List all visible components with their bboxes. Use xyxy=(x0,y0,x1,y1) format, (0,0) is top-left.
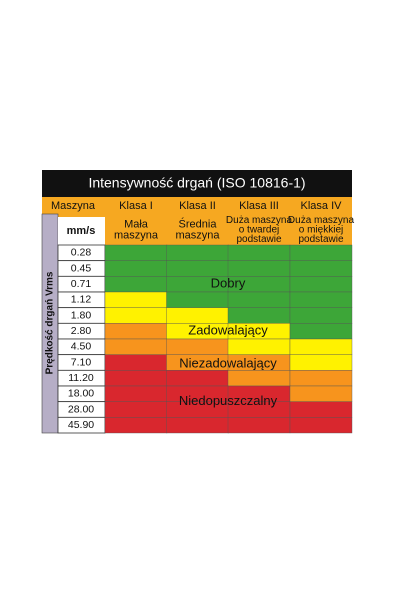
zone-cell xyxy=(166,338,229,355)
zone-cell xyxy=(289,385,353,402)
class-desc: podstawie xyxy=(236,234,281,245)
zone-cell xyxy=(166,291,229,308)
class-name: Klasa IV xyxy=(301,200,343,212)
zone-cell xyxy=(104,291,168,308)
zone-cell xyxy=(227,307,291,324)
row-value: 1.80 xyxy=(71,309,92,321)
zone-cell xyxy=(104,244,168,261)
class-desc: o miękkiej xyxy=(299,225,343,236)
zone-cell xyxy=(289,417,353,434)
zone-label: Zadowalający xyxy=(188,323,268,338)
class-desc: Średnia xyxy=(179,217,218,230)
row-value: 4.50 xyxy=(71,341,92,353)
class-desc: Duża maszyna xyxy=(226,215,293,226)
class-name: Klasa I xyxy=(119,200,153,212)
zone-cell xyxy=(227,260,291,277)
zone-cell xyxy=(227,338,291,355)
zone-cell xyxy=(289,260,353,277)
row-value: 45.90 xyxy=(68,419,94,431)
class-name: Klasa III xyxy=(239,200,279,212)
zone-cell xyxy=(166,260,229,277)
zone-cell xyxy=(104,370,168,387)
class-desc: maszyna xyxy=(175,229,220,241)
side-label: Prędkość drgań Vrms xyxy=(45,271,56,374)
class-desc: podstawie xyxy=(298,234,343,245)
row-value: 1.12 xyxy=(71,294,92,306)
class-desc: Mała xyxy=(124,218,149,230)
zone-cell xyxy=(166,370,229,387)
zone-cell xyxy=(289,291,353,308)
machine-label: Maszyna xyxy=(51,200,96,212)
row-value: 0.71 xyxy=(71,278,92,290)
zone-cell xyxy=(104,401,168,418)
zone-cell xyxy=(104,417,168,434)
row-value: 7.10 xyxy=(71,356,92,368)
class-desc: maszyna xyxy=(114,229,159,241)
zone-cell xyxy=(289,401,353,418)
zone-label: Dobry xyxy=(211,276,246,291)
zone-cell xyxy=(289,370,353,387)
zone-cell xyxy=(104,260,168,277)
class-desc: Duża maszyna xyxy=(288,215,355,226)
class-name: Klasa II xyxy=(179,200,216,212)
row-value: 11.20 xyxy=(68,372,94,384)
zone-label: Niezadowalający xyxy=(179,356,277,371)
zone-cell xyxy=(104,338,168,355)
zone-cell xyxy=(289,354,353,371)
unit: mm/s xyxy=(67,225,96,237)
zone-cell xyxy=(227,370,291,387)
zone-cell xyxy=(289,307,353,324)
zone-cell xyxy=(289,323,353,340)
row-value: 0.28 xyxy=(71,247,92,259)
zone-cell xyxy=(104,354,168,371)
zone-cell xyxy=(227,244,291,261)
zone-label: Niedopuszczalny xyxy=(179,393,278,408)
zone-cell xyxy=(166,417,229,434)
zone-cell xyxy=(227,417,291,434)
title: Intensywność drgań (ISO 10816-1) xyxy=(88,175,305,191)
row-value: 0.45 xyxy=(71,262,92,274)
unit-bg xyxy=(58,217,105,245)
zone-cell xyxy=(104,276,168,293)
row-value: 28.00 xyxy=(68,403,94,415)
zone-cell xyxy=(227,291,291,308)
zone-cell xyxy=(289,338,353,355)
zone-cell xyxy=(104,385,168,402)
row-value: 18.00 xyxy=(68,388,94,400)
zone-cell xyxy=(104,307,168,324)
row-value: 2.80 xyxy=(71,325,92,337)
zone-cell xyxy=(289,244,353,261)
zone-cell xyxy=(166,244,229,261)
title-bar xyxy=(42,170,352,197)
zone-cell xyxy=(104,323,168,340)
class-desc: o twardej xyxy=(239,225,280,236)
zone-cell xyxy=(166,307,229,324)
zone-cell xyxy=(289,276,353,293)
